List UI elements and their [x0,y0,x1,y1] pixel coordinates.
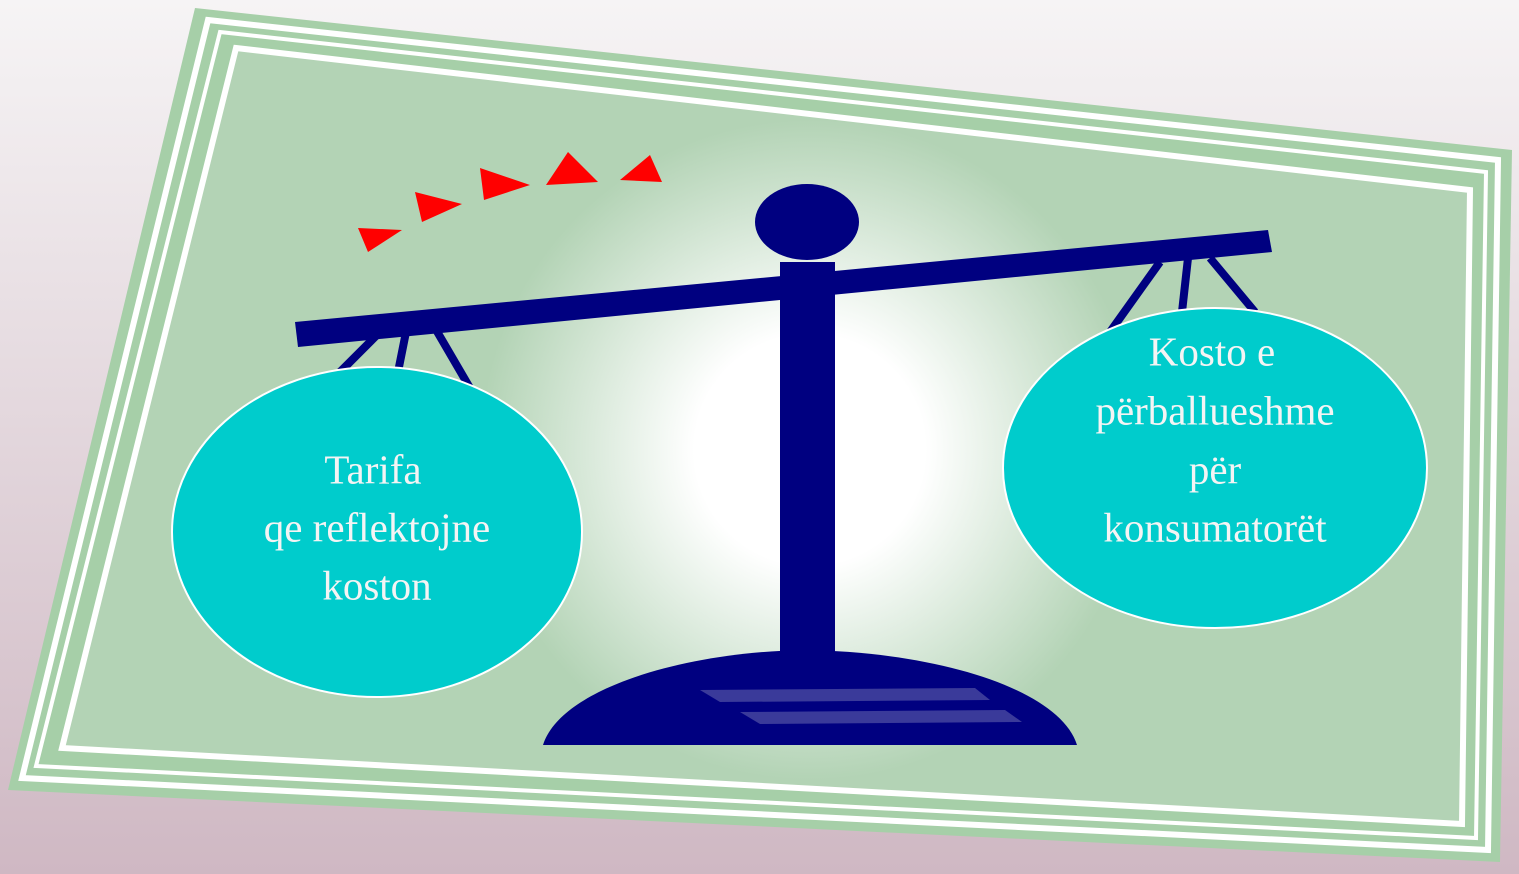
slide: Tarifa qe reflektojne koston Kosto e për… [0,0,1519,874]
pan-text: koston [322,562,431,608]
page: Tarifa qe reflektojne koston Kosto e për… [0,0,1519,874]
pan-text: për [1189,446,1242,492]
pan-text: përballueshme [1095,387,1334,433]
pan-text: Tarifa [324,446,421,492]
pan-text: qe reflektojne [264,504,491,550]
pan-text: konsumatorët [1103,504,1327,550]
pan-text: Kosto e [1149,328,1275,374]
